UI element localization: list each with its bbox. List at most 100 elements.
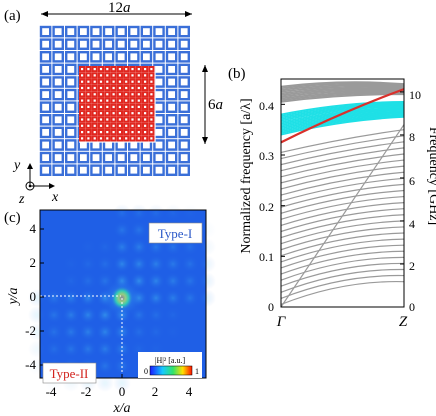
band-ytick-right: 6 xyxy=(409,174,415,188)
inner-cell xyxy=(123,116,130,123)
inner-cell xyxy=(91,122,98,129)
outer-cell xyxy=(102,38,115,50)
field-halo xyxy=(147,204,165,222)
field-halo xyxy=(62,255,80,273)
field-halo xyxy=(28,357,46,375)
inner-cell xyxy=(142,116,149,123)
bulk-band xyxy=(280,153,405,178)
inner-cell xyxy=(148,129,155,136)
outer-cell xyxy=(64,113,77,126)
inner-cell xyxy=(97,72,105,79)
colorbar: |H|² [a.u.] 0 1 xyxy=(138,352,202,378)
inner-cell xyxy=(116,103,124,111)
outer-cell xyxy=(64,126,77,139)
outer-cell xyxy=(102,25,115,38)
outer-cell xyxy=(127,38,140,50)
outer-cell xyxy=(39,38,52,50)
inner-cell xyxy=(97,110,105,117)
outer-cell xyxy=(64,139,77,151)
inner-cell xyxy=(110,135,117,142)
inner-cell xyxy=(129,110,136,117)
inner-cell xyxy=(148,135,155,142)
bulk-band xyxy=(280,280,405,306)
inner-cell xyxy=(85,110,92,117)
band-ytick-right: 2 xyxy=(409,259,415,273)
field-halo xyxy=(181,204,199,222)
inner-cell xyxy=(104,84,111,92)
outer-cell xyxy=(39,63,52,76)
inner-cell xyxy=(79,91,86,98)
outer-cell xyxy=(165,25,178,38)
bulk-band xyxy=(280,189,405,214)
band-ylabel-left: Normalized frequency [a/λ] xyxy=(239,98,254,253)
band-ticks xyxy=(281,91,404,308)
field-halo xyxy=(79,272,97,290)
outer-cell xyxy=(178,139,191,151)
inner-cell xyxy=(104,103,111,111)
field-halo xyxy=(164,323,182,341)
inner-cell xyxy=(97,91,105,98)
inner-cell xyxy=(104,66,111,73)
outer-cell xyxy=(178,51,191,63)
outer-cell xyxy=(39,164,52,177)
inner-cell xyxy=(148,78,155,85)
inner-cell xyxy=(116,72,124,79)
inner-cell xyxy=(142,122,149,129)
inner-cell xyxy=(110,72,117,79)
outer-cell xyxy=(52,88,64,101)
band-ytick-right: 0 xyxy=(409,300,415,314)
bulk-band xyxy=(280,220,405,245)
inner-cell xyxy=(79,72,86,79)
inner-cell xyxy=(116,116,124,123)
width-dimension: 12a xyxy=(41,0,192,17)
outer-cell xyxy=(165,139,178,151)
inner-cell xyxy=(91,129,98,136)
inner-cell xyxy=(123,135,130,142)
inner-cell xyxy=(142,78,149,85)
inner-cell xyxy=(116,66,124,73)
outer-cell xyxy=(153,164,165,177)
type-i-badge: Type-I xyxy=(148,222,203,244)
inner-cell xyxy=(79,110,86,117)
bulk-band xyxy=(280,141,405,166)
outer-cell xyxy=(140,51,153,63)
bulk-band xyxy=(280,147,405,172)
edge-band xyxy=(280,103,405,119)
inner-cell xyxy=(104,116,111,123)
outer-cell xyxy=(115,164,127,177)
width-label: 12 xyxy=(108,0,123,16)
field-halo xyxy=(28,323,46,341)
field-halo xyxy=(62,306,80,324)
outer-cell xyxy=(39,126,52,139)
outer-cell xyxy=(153,76,165,88)
inner-cell xyxy=(129,103,136,111)
field-halo xyxy=(45,340,63,358)
field-xtick: 4 xyxy=(186,384,193,399)
inner-cell xyxy=(123,72,130,79)
inner-cell xyxy=(123,84,130,92)
outer-cell xyxy=(90,51,102,63)
upper-bulk-band xyxy=(280,90,405,100)
outer-cell xyxy=(165,113,178,126)
field-halo xyxy=(45,323,63,341)
inner-cell xyxy=(110,110,117,117)
field-halo xyxy=(96,374,114,392)
bulk-band xyxy=(280,238,405,263)
outer-cell xyxy=(39,88,52,101)
outer-cell xyxy=(77,164,90,177)
outer-cell xyxy=(165,76,178,88)
outer-cell xyxy=(52,113,64,126)
field-halo xyxy=(96,238,114,256)
inner-cell xyxy=(123,97,130,104)
field-halo xyxy=(96,357,114,375)
inner-cell xyxy=(110,97,117,104)
panel-a-label: (a) xyxy=(4,8,21,24)
outer-cell xyxy=(178,76,191,88)
outer-cell xyxy=(52,126,64,139)
field-halo xyxy=(130,323,148,341)
field-halo xyxy=(45,289,63,307)
outer-cell xyxy=(140,164,153,177)
inner-cell xyxy=(79,129,86,136)
inner-cell xyxy=(104,135,111,142)
panel-c-label: (c) xyxy=(4,210,21,226)
